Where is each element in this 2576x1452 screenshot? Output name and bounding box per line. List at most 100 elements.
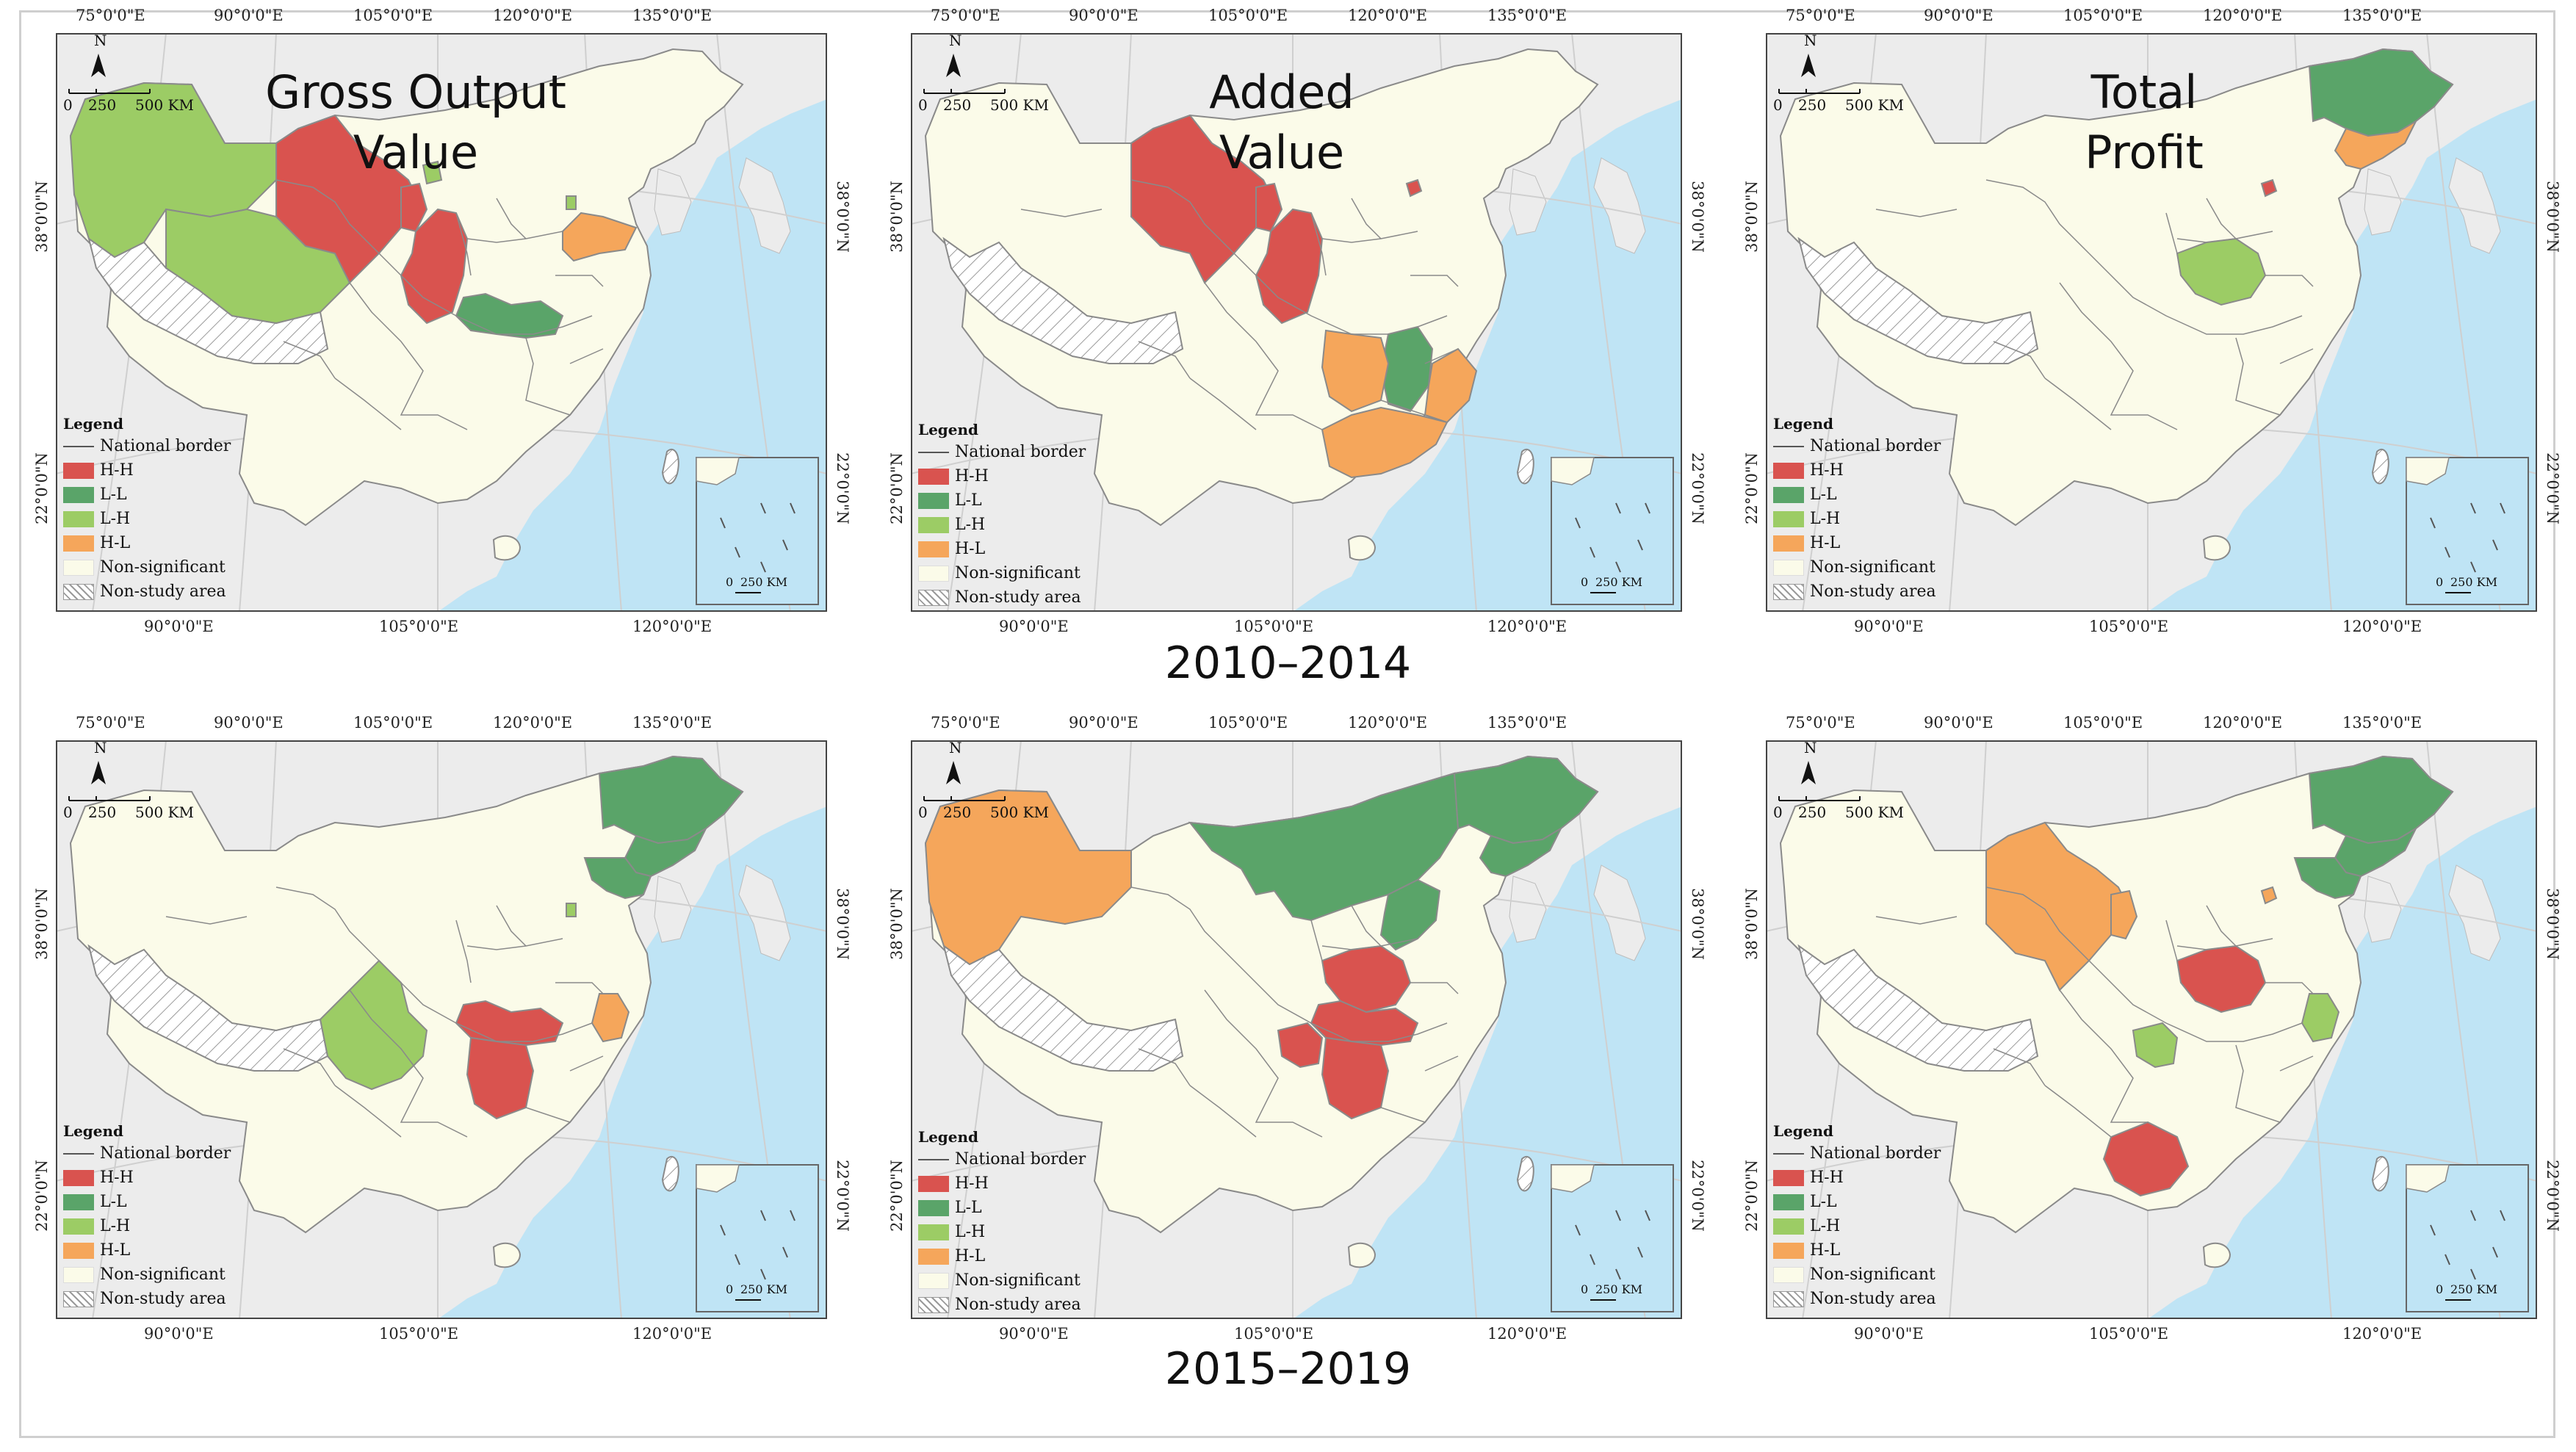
non-study-area xyxy=(1797,944,2039,1072)
map-legend: Legend National border H-H L-L L-H H-L Non-sig… xyxy=(1773,415,1941,604)
legend-item-border: National border xyxy=(1773,1141,1941,1166)
province-border xyxy=(1875,916,1958,925)
south-china-sea-inset xyxy=(1551,457,1674,605)
province-ningxia-hh xyxy=(400,182,428,233)
north-arrow-icon xyxy=(91,761,106,784)
latitude-tick-right: 22°0'0"N xyxy=(1689,452,1706,524)
legend-label: L-H xyxy=(100,1217,131,1235)
longitude-tick-top: 135°0'0"E xyxy=(632,7,712,24)
latitude-tick-left: 38°0'0"N xyxy=(888,888,906,960)
legend-swatch xyxy=(918,492,949,509)
latitude-tick-right: 38°0'0"N xyxy=(2544,888,2561,960)
longitude-tick-top: 120°0'0"E xyxy=(493,714,573,732)
map-legend: Legend National border H-H L-L L-H H-L Non-sig… xyxy=(918,1128,1086,1317)
legend-item-lh: L-H xyxy=(918,1220,1086,1244)
legend-swatch xyxy=(1773,583,1804,600)
legend-swatch xyxy=(918,1175,949,1192)
latitude-tick-left: 22°0'0"N xyxy=(888,452,906,524)
latitude-tick-right: 38°0'0"N xyxy=(1689,181,1706,253)
province-heilongjiang-ll xyxy=(1453,755,1599,845)
province-border xyxy=(2088,960,2303,1042)
province-shandong-hl xyxy=(562,212,638,262)
province-border xyxy=(275,179,380,254)
province-beijing-hl xyxy=(2260,886,2278,905)
legend-item-border: National border xyxy=(918,440,1086,464)
longitude-tick-bottom: 90°0'0"E xyxy=(999,1325,1069,1343)
province-ningxia-hh xyxy=(1255,182,1283,233)
province-border xyxy=(1130,179,1235,254)
scale-label: 0 xyxy=(1773,803,1783,821)
map-panel-6: N 0 250 500 KM 0 250 KM Legend National border H… xyxy=(1743,714,2561,1343)
choropleth-map xyxy=(56,740,827,1319)
legend-swatch xyxy=(1773,462,1804,479)
legend-item-ll: L-L xyxy=(1773,483,1941,507)
province-border xyxy=(2206,905,2237,947)
legend-label: Non-significant xyxy=(100,1265,226,1284)
province-border xyxy=(466,231,563,243)
longitude-tick-bottom: 105°0'0"E xyxy=(2089,618,2169,635)
province-beijing-hh xyxy=(2260,178,2278,198)
province-border xyxy=(1993,1048,2046,1086)
japan xyxy=(2448,157,2501,254)
map-title: Added Value xyxy=(1209,65,1354,179)
legend-label: L-L xyxy=(955,491,982,510)
longitude-tick-bottom: 90°0'0"E xyxy=(999,618,1069,635)
province-border xyxy=(1130,886,1235,961)
north-label: N xyxy=(949,32,962,49)
legend-label: L-H xyxy=(100,510,131,528)
latitude-tick-left: 22°0'0"N xyxy=(1743,1160,1761,1232)
legend-label: H-L xyxy=(1810,534,1841,552)
south-china-sea-inset xyxy=(1551,1164,1674,1312)
province-border xyxy=(1351,905,1382,947)
legend-swatch xyxy=(1773,510,1804,527)
scale-label: 500 KM xyxy=(1845,96,1904,114)
legend-swatch xyxy=(918,1224,949,1240)
latitude-tick-left: 22°0'0"N xyxy=(1743,452,1761,524)
legend-label: National border xyxy=(100,1144,231,1163)
scale-label: 0 xyxy=(1773,96,1783,114)
province-border xyxy=(1310,920,1327,983)
inset-scale-label: 250 KM xyxy=(1595,1282,1642,1296)
legend-label: L-L xyxy=(100,485,127,504)
province-border xyxy=(283,341,336,379)
legend-swatch xyxy=(63,559,94,576)
legend-item-na: Non-study area xyxy=(918,585,1086,610)
legend-item-hl: H-L xyxy=(918,1244,1086,1268)
scale-label: 250 xyxy=(1798,803,1827,821)
non-study-area xyxy=(1797,236,2039,364)
legend-item-lh: L-H xyxy=(63,507,231,531)
province-tianjin-lh xyxy=(566,195,577,210)
province-border xyxy=(1233,253,1448,335)
province-shaanxi-hh xyxy=(1255,208,1324,325)
legend-label: H-L xyxy=(100,534,131,552)
legend-swatch xyxy=(918,1158,949,1160)
legend-swatch xyxy=(918,1199,949,1216)
legend-swatch xyxy=(1773,445,1804,447)
north-label: N xyxy=(94,739,107,756)
province-border xyxy=(1351,198,1382,239)
figure-frame xyxy=(19,10,2555,1438)
province-border xyxy=(1310,212,1327,276)
legend-item-lh: L-H xyxy=(918,513,1086,537)
legend-swatch xyxy=(63,510,94,527)
legend-label: H-L xyxy=(955,540,986,558)
province-border xyxy=(2279,348,2314,364)
province-ningxia-hl xyxy=(2110,889,2138,940)
latitude-tick-right: 22°0'0"N xyxy=(2544,1160,2561,1232)
legend-label: Non-significant xyxy=(100,558,226,577)
longitude-tick-top: 90°0'0"E xyxy=(1924,714,1994,732)
province-border xyxy=(1204,282,1323,430)
legend-swatch xyxy=(63,1218,94,1235)
north-arrow-icon xyxy=(946,54,961,77)
legend-swatch xyxy=(918,1296,949,1313)
latitude-tick-left: 38°0'0"N xyxy=(888,181,906,253)
province-hubei-hh xyxy=(1310,1000,1419,1047)
province-border xyxy=(525,337,571,416)
scale-label: 500 KM xyxy=(990,96,1049,114)
province-border xyxy=(569,1055,604,1072)
hainan-island xyxy=(492,1242,522,1268)
korea xyxy=(1509,875,1547,943)
province-border xyxy=(1138,341,1191,379)
legend-item-hh: H-H xyxy=(918,1171,1086,1196)
province-border xyxy=(2265,982,2314,994)
